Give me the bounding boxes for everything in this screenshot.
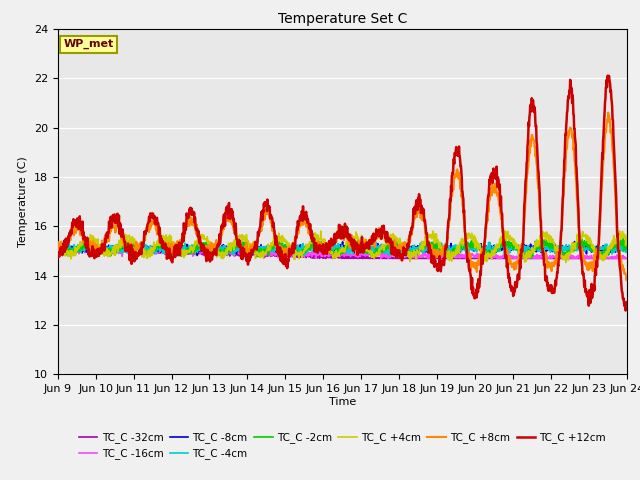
TC_C +8cm (506, 254, 513, 260)
TC_C -32cm (316, 255, 323, 261)
TC_C +12cm (180, 228, 188, 234)
Text: WP_met: WP_met (63, 39, 113, 49)
TC_C -16cm (312, 255, 319, 261)
TC_C -32cm (244, 252, 252, 258)
TC_C -4cm (531, 239, 539, 244)
Line: TC_C -32cm: TC_C -32cm (58, 246, 627, 258)
TC_C -32cm (54, 246, 61, 252)
TC_C +4cm (623, 232, 631, 238)
TC_C -16cm (623, 255, 631, 261)
TC_C -8cm (180, 250, 188, 255)
Legend: TC_C -32cm, TC_C -16cm, TC_C -8cm, TC_C -4cm, TC_C -2cm, TC_C +4cm, TC_C +8cm, T: TC_C -32cm, TC_C -16cm, TC_C -8cm, TC_C … (74, 428, 611, 463)
TC_C -32cm (63, 243, 70, 249)
TC_C -4cm (54, 242, 61, 248)
TC_C -8cm (623, 241, 631, 247)
TC_C -4cm (431, 244, 439, 250)
TC_C -2cm (431, 242, 438, 248)
TC_C -8cm (54, 249, 61, 254)
TC_C +4cm (180, 247, 188, 252)
TC_C -4cm (506, 248, 513, 253)
Title: Temperature Set C: Temperature Set C (278, 12, 407, 26)
TC_C -4cm (166, 245, 174, 251)
TC_C -2cm (619, 236, 627, 241)
TC_C +8cm (623, 277, 630, 283)
TC_C +12cm (506, 279, 513, 285)
TC_C -4cm (623, 244, 631, 250)
Y-axis label: Temperature (C): Temperature (C) (18, 156, 28, 247)
TC_C -32cm (556, 255, 564, 261)
TC_C -16cm (556, 254, 564, 260)
TC_C -16cm (432, 253, 440, 259)
TC_C -8cm (556, 248, 563, 254)
TC_C -32cm (432, 255, 440, 261)
TC_C +4cm (244, 238, 252, 243)
TC_C -32cm (181, 249, 189, 255)
TC_C -8cm (431, 243, 438, 249)
TC_C +12cm (244, 262, 252, 267)
TC_C +12cm (556, 250, 563, 255)
TC_C +12cm (54, 250, 61, 255)
TC_C -2cm (506, 242, 513, 248)
TC_C +4cm (431, 231, 438, 237)
TC_C +4cm (502, 228, 509, 234)
Line: TC_C +4cm: TC_C +4cm (58, 231, 627, 263)
TC_C -8cm (571, 239, 579, 244)
TC_C -4cm (180, 244, 188, 250)
TC_C -16cm (167, 248, 175, 253)
TC_C -16cm (244, 249, 252, 254)
TC_C +8cm (604, 110, 612, 116)
TC_C +8cm (244, 246, 252, 252)
TC_C -8cm (506, 245, 513, 251)
TC_C -4cm (556, 245, 564, 251)
TC_C +4cm (506, 235, 513, 241)
TC_C +4cm (562, 260, 570, 265)
TC_C +12cm (604, 73, 612, 79)
TC_C +12cm (623, 305, 631, 311)
TC_C +8cm (166, 248, 174, 254)
TC_C +4cm (54, 240, 61, 245)
Line: TC_C -4cm: TC_C -4cm (58, 241, 627, 256)
TC_C -2cm (54, 240, 61, 245)
Line: TC_C +8cm: TC_C +8cm (58, 113, 627, 280)
TC_C -2cm (180, 252, 188, 258)
X-axis label: Time: Time (329, 397, 356, 407)
TC_C -16cm (90, 243, 97, 249)
TC_C +8cm (623, 273, 631, 278)
TC_C -2cm (556, 248, 564, 254)
TC_C -2cm (244, 242, 252, 248)
TC_C -8cm (166, 245, 174, 251)
TC_C -32cm (167, 252, 175, 257)
TC_C +4cm (166, 240, 174, 246)
TC_C -32cm (506, 255, 514, 261)
Line: TC_C -2cm: TC_C -2cm (58, 239, 627, 258)
TC_C -4cm (385, 253, 393, 259)
Line: TC_C +12cm: TC_C +12cm (58, 76, 627, 311)
TC_C -16cm (506, 252, 514, 258)
TC_C -2cm (623, 243, 631, 249)
TC_C +8cm (431, 255, 438, 261)
Line: TC_C -16cm: TC_C -16cm (58, 246, 627, 258)
TC_C +8cm (54, 244, 61, 250)
TC_C -2cm (166, 246, 174, 252)
TC_C -16cm (54, 247, 61, 252)
TC_C +4cm (556, 249, 564, 254)
Line: TC_C -8cm: TC_C -8cm (58, 241, 627, 256)
TC_C -2cm (444, 255, 452, 261)
TC_C +8cm (180, 235, 188, 240)
TC_C +12cm (622, 308, 630, 313)
TC_C -8cm (604, 253, 611, 259)
TC_C +8cm (556, 249, 563, 254)
TC_C -32cm (623, 255, 631, 261)
TC_C -4cm (244, 245, 252, 251)
TC_C +12cm (431, 259, 438, 265)
TC_C +12cm (166, 251, 174, 257)
TC_C -16cm (181, 250, 189, 256)
TC_C -8cm (244, 248, 252, 254)
